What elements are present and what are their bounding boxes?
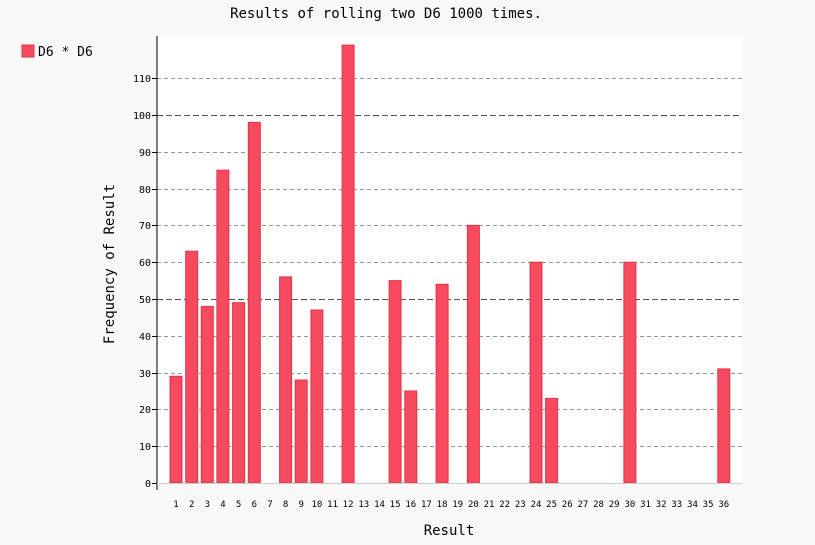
y-tick-label: 30 xyxy=(139,369,151,380)
bar[interactable] xyxy=(545,397,559,484)
y-axis-label: Frequency of Result xyxy=(102,184,118,344)
x-tick-label: 19 xyxy=(452,500,463,510)
y-tick-label: 0 xyxy=(145,479,151,490)
bar[interactable] xyxy=(216,169,230,484)
x-tick-label: 34 xyxy=(687,500,698,510)
legend-swatch xyxy=(21,44,35,58)
legend[interactable]: D6 * D6 xyxy=(21,44,93,60)
x-tick-label: 24 xyxy=(531,500,542,510)
y-tick-label: 90 xyxy=(139,148,151,159)
bar[interactable] xyxy=(185,250,199,484)
bar[interactable] xyxy=(623,261,637,484)
bar[interactable] xyxy=(529,261,543,484)
y-tick-label: 80 xyxy=(139,185,151,196)
x-tick-label: 18 xyxy=(437,500,448,510)
x-tick-label: 33 xyxy=(671,500,682,510)
x-tick-label: 26 xyxy=(562,500,573,510)
bar[interactable] xyxy=(341,44,355,484)
x-tick-labels: 1 2 3 4 5 6 7 8 9 10 11 12 13 14 15 16 17 18 19 20 21 22 23 24 2… xyxy=(173,500,729,510)
bar[interactable] xyxy=(169,375,183,484)
bar[interactable] xyxy=(404,390,418,484)
x-tick-label: 28 xyxy=(593,500,604,510)
x-tick-label: 10 xyxy=(311,500,322,510)
x-tick-label: 17 xyxy=(421,500,432,510)
x-tick-label: 20 xyxy=(468,500,479,510)
bar[interactable] xyxy=(717,368,731,484)
y-tick-label: 50 xyxy=(139,295,151,306)
bar[interactable] xyxy=(232,302,246,484)
y-tick-labels: 0 10 20 30 40 50 60 70 80 90 100 110 xyxy=(133,74,151,490)
x-tick-label: 30 xyxy=(624,500,635,510)
x-tick-label: 13 xyxy=(358,500,369,510)
bar[interactable] xyxy=(435,283,449,484)
y-tick-label: 110 xyxy=(133,74,151,85)
axes xyxy=(156,36,742,490)
y-tick-label: 40 xyxy=(139,332,151,343)
x-tick-label: 31 xyxy=(640,500,651,510)
x-tick-label: 9 xyxy=(298,500,303,510)
x-axis-label: Result xyxy=(424,523,475,539)
bar[interactable] xyxy=(200,305,214,484)
x-tick-label: 27 xyxy=(577,500,588,510)
bar[interactable] xyxy=(388,280,402,484)
x-tick-label: 16 xyxy=(405,500,416,510)
x-tick-label: 25 xyxy=(546,500,557,510)
y-tick-label: 100 xyxy=(133,111,151,122)
x-tick-label: 36 xyxy=(718,500,729,510)
x-tick-label: 6 xyxy=(252,500,257,510)
x-tick-label: 15 xyxy=(390,500,401,510)
bars xyxy=(169,44,731,484)
chart-title: Results of rolling two D6 1000 times. xyxy=(230,6,542,22)
x-tick-label: 11 xyxy=(327,500,338,510)
y-tick-label: 70 xyxy=(139,221,151,232)
x-tick-label: 1 xyxy=(173,500,178,510)
x-tick-label: 4 xyxy=(220,500,225,510)
x-tick-label: 5 xyxy=(236,500,241,510)
x-tick-label: 14 xyxy=(374,500,385,510)
y-tick-label: 20 xyxy=(139,405,151,416)
legend-label: D6 * D6 xyxy=(38,45,93,60)
bar[interactable] xyxy=(247,121,261,484)
x-tick-label: 35 xyxy=(703,500,714,510)
y-tick-label: 10 xyxy=(139,442,151,453)
x-tick-label: 8 xyxy=(283,500,288,510)
y-tick-label: 60 xyxy=(139,258,151,269)
bar[interactable] xyxy=(294,379,308,484)
bar[interactable] xyxy=(466,224,480,484)
x-tick-label: 12 xyxy=(343,500,354,510)
x-tick-label: 23 xyxy=(515,500,526,510)
x-tick-label: 3 xyxy=(205,500,210,510)
x-tick-label: 32 xyxy=(656,500,667,510)
bar[interactable] xyxy=(279,276,293,484)
x-tick-label: 22 xyxy=(499,500,510,510)
x-tick-label: 21 xyxy=(484,500,495,510)
x-tick-label: 2 xyxy=(189,500,194,510)
bar[interactable] xyxy=(310,309,324,484)
grid-lines xyxy=(152,78,742,484)
x-tick-label: 29 xyxy=(609,500,620,510)
x-tick-label: 7 xyxy=(267,500,272,510)
